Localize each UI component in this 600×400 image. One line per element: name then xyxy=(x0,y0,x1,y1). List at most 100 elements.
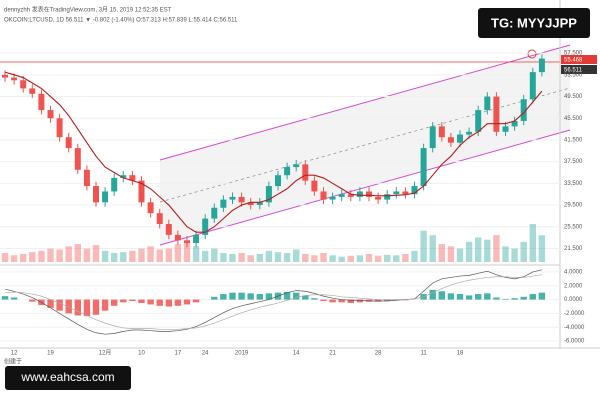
x-tick-label: 10 xyxy=(138,351,145,357)
volume-bar xyxy=(220,253,227,262)
candle-body xyxy=(93,186,99,203)
macd-histogram xyxy=(438,291,445,300)
volume-bar xyxy=(374,255,382,262)
candle-body xyxy=(156,213,163,225)
volume-bar xyxy=(38,250,45,262)
candle-body xyxy=(193,234,200,244)
volume-bar xyxy=(183,241,191,262)
candle-body xyxy=(320,191,327,200)
candle-body xyxy=(529,72,536,100)
volume-bar xyxy=(329,255,336,262)
macd-histogram xyxy=(147,299,154,305)
y-tick-label: 41.500 xyxy=(564,138,583,144)
candle-body xyxy=(466,131,473,135)
x-tick-label: 18 xyxy=(457,351,464,357)
y2-tick-label: -6.0000 xyxy=(564,339,585,345)
volume-bar xyxy=(274,252,282,262)
macd-histogram xyxy=(156,299,163,306)
macd-histogram xyxy=(256,294,263,300)
signal-line xyxy=(4,274,542,330)
ma-line xyxy=(4,71,543,233)
macd-histogram xyxy=(165,299,172,307)
candle-body xyxy=(147,202,154,214)
x-tick-label: 14 xyxy=(293,351,300,357)
candle-body xyxy=(457,134,463,143)
candle-body xyxy=(402,191,409,195)
volume-bar xyxy=(420,230,427,262)
candle-body xyxy=(338,194,345,197)
volume-bar xyxy=(74,244,81,262)
y-tick-label: 45.500 xyxy=(564,116,583,122)
candle-body xyxy=(511,120,518,127)
macd-histogram xyxy=(447,293,455,300)
price-tag xyxy=(561,55,597,64)
candle-body xyxy=(375,196,382,200)
watermark: TG: MYYJJPP xyxy=(491,15,577,30)
macd-histogram xyxy=(47,299,54,308)
macd-histogram xyxy=(338,299,345,303)
macd-histogram xyxy=(302,295,309,300)
candle-body xyxy=(293,164,300,168)
candle-body xyxy=(438,126,445,138)
candle-body xyxy=(165,224,172,235)
macd-histogram xyxy=(120,299,127,303)
candle-body xyxy=(129,175,136,181)
candle-body xyxy=(311,180,318,192)
macd-histogram xyxy=(220,294,227,300)
macd-histogram xyxy=(129,299,136,301)
volume-bar xyxy=(447,246,455,262)
candle-body xyxy=(211,207,218,219)
volume-bar xyxy=(293,249,300,262)
price-tag xyxy=(561,65,597,74)
y-tick-label: 49.500 xyxy=(564,94,583,100)
volume-bar xyxy=(438,244,445,262)
y-tick-label: 57.500 xyxy=(564,51,583,57)
candle-body xyxy=(393,191,400,195)
candle-body xyxy=(429,126,436,149)
macd-histogram xyxy=(311,298,318,300)
x-tick-label: 12 xyxy=(11,351,18,357)
candle-body xyxy=(502,126,509,132)
volume-bar xyxy=(229,253,236,262)
volume-bar xyxy=(192,246,200,262)
candle-body xyxy=(229,196,236,200)
macd-histogram xyxy=(211,296,218,300)
x-tick-label: 21 xyxy=(329,351,336,357)
watermark-box xyxy=(478,8,590,38)
volume-bar xyxy=(138,248,145,262)
candle-body xyxy=(265,186,272,203)
candle-body xyxy=(366,191,372,197)
volume-bar xyxy=(511,248,518,262)
plot: 57.500 53.500 49.500 45.500 41.500 37.500 33.5… xyxy=(0,51,585,357)
symbol-info: OKCOIN:LTCUSD, 1D 56.511 ▼ -0.802 (-1.40… xyxy=(4,18,238,24)
volume-bar xyxy=(29,252,36,262)
volume-bar xyxy=(529,224,536,262)
candle-body xyxy=(111,177,118,192)
macd-histogram xyxy=(238,292,245,300)
volume-bar xyxy=(411,250,418,262)
y-tick-label: 37.500 xyxy=(564,159,583,165)
macd-histogram xyxy=(293,292,300,300)
macd-histogram xyxy=(356,299,364,303)
footer: 创建于 xyxy=(4,358,22,366)
macd-histogram xyxy=(529,294,536,300)
byline: dennyzhh 发表在TradingView.com, 3月 15, 2019… xyxy=(4,6,172,14)
volume-bar xyxy=(92,245,100,262)
candle-body xyxy=(275,175,281,187)
volume-bar xyxy=(302,253,309,262)
y2-tick-label: -2.0000 xyxy=(564,311,585,317)
macd-histogram xyxy=(111,299,118,306)
macd-histogram xyxy=(138,299,145,304)
macd-histogram xyxy=(511,298,518,300)
channel-lower xyxy=(159,129,571,246)
candle-body xyxy=(29,88,36,94)
volume-bar xyxy=(120,252,127,262)
macd-histogram xyxy=(101,299,109,311)
channel-mid xyxy=(159,87,571,203)
candle-body xyxy=(347,194,354,197)
macd-histogram xyxy=(56,299,63,311)
alert-icon xyxy=(527,49,537,59)
macd-histogram xyxy=(29,299,36,302)
volume-bar xyxy=(475,237,482,262)
x-tick-label: 11 xyxy=(420,351,427,357)
